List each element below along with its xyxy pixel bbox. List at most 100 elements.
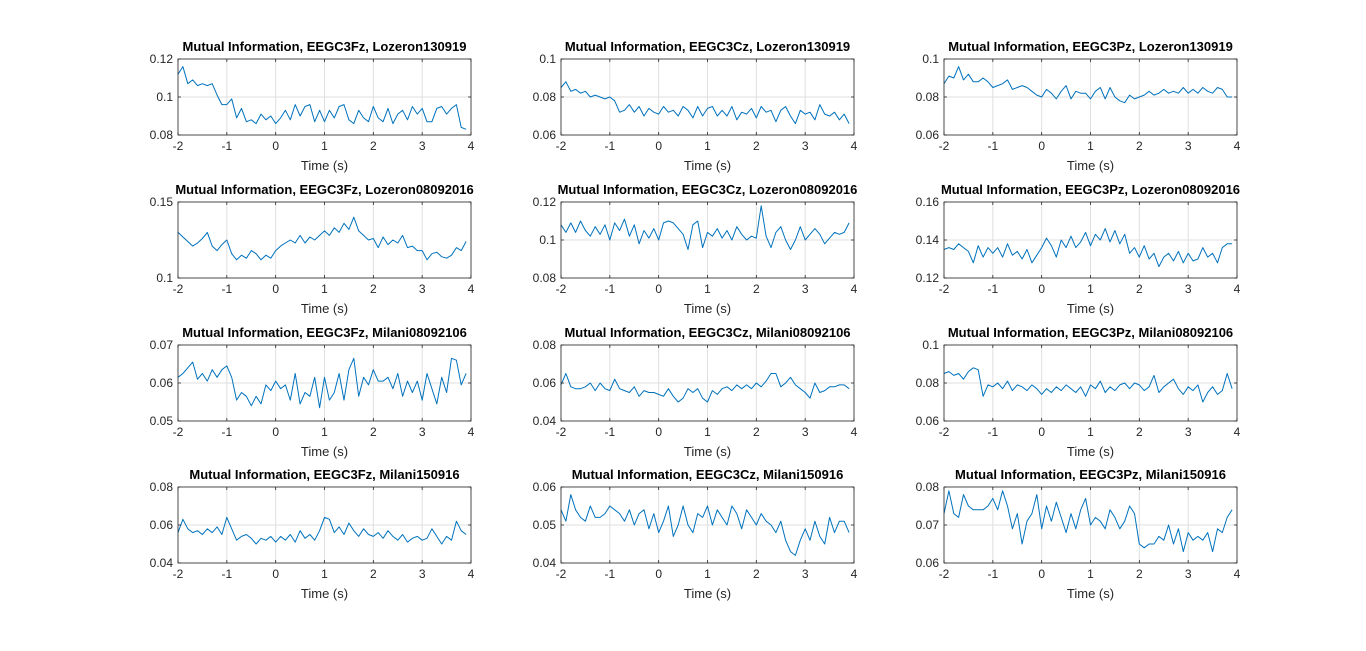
series-line (943, 66, 1233, 104)
subplot: -2 -1 0 1 2 3 4 0.05 0.06 0.07 Time (s) Mutual Info… (150, 325, 475, 459)
subplot: -2 -1 0 1 2 3 4 0.1 0.15 Time (s) Mutual Informati… (150, 182, 475, 316)
series-line (177, 66, 467, 130)
x-axis-label: Time (s) (1067, 444, 1114, 459)
x-tick-label: 0 (272, 139, 279, 153)
x-tick-label: -1 (604, 425, 615, 439)
series-line (560, 373, 850, 403)
x-tick-label: 0 (272, 282, 279, 296)
x-tick-label: 3 (802, 139, 809, 153)
x-tick-label: -1 (221, 139, 232, 153)
x-axis-label: Time (s) (301, 586, 348, 601)
x-tick-label: 2 (1136, 139, 1143, 153)
x-tick-label: 3 (419, 282, 426, 296)
x-tick-label: 3 (802, 567, 809, 581)
y-tick-label: 0.08 (150, 480, 174, 494)
x-tick-label: 1 (704, 282, 711, 296)
x-tick-label: -2 (556, 139, 567, 153)
y-tick-label: 0.06 (150, 518, 174, 532)
x-tick-label: 2 (370, 139, 377, 153)
x-tick-label: -2 (556, 282, 567, 296)
x-tick-label: -1 (987, 567, 998, 581)
x-tick-label: 2 (753, 139, 760, 153)
y-tick-label: 0.06 (916, 414, 940, 428)
y-tick-label: 0.06 (533, 376, 557, 390)
series-line (560, 205, 850, 250)
x-axis-label: Time (s) (1067, 586, 1114, 601)
series-line (943, 490, 1233, 553)
x-tick-label: 4 (1234, 425, 1241, 439)
y-tick-label: 0.12 (916, 271, 940, 285)
x-tick-label: -1 (604, 139, 615, 153)
x-tick-label: 4 (1234, 139, 1241, 153)
x-tick-label: -2 (939, 567, 950, 581)
x-tick-label: 3 (1185, 567, 1192, 581)
x-tick-label: 4 (851, 282, 858, 296)
y-tick-label: 0.12 (533, 195, 557, 209)
x-tick-label: 4 (851, 425, 858, 439)
x-tick-label: 2 (370, 425, 377, 439)
series-line (560, 81, 850, 125)
x-tick-label: -2 (556, 425, 567, 439)
x-tick-label: -2 (939, 282, 950, 296)
x-tick-label: -1 (987, 282, 998, 296)
subplot: -2 -1 0 1 2 3 4 0.04 0.06 0.08 Time (s) Mutual Info… (533, 325, 858, 459)
series-line (177, 216, 467, 261)
x-tick-label: 1 (321, 425, 328, 439)
x-tick-label: 1 (704, 567, 711, 581)
x-axis-label: Time (s) (301, 444, 348, 459)
chart-title: Mutual Information, EEGC3Pz, Lozeron0809… (941, 182, 1240, 197)
chart-title: Mutual Information, EEGC3Fz, Lozeron1309… (183, 39, 467, 54)
y-tick-label: 0.08 (533, 90, 557, 104)
subplot: -2 -1 0 1 2 3 4 0.12 0.14 0.16 Time (s) Mutual Info… (916, 182, 1241, 316)
x-tick-label: 3 (419, 567, 426, 581)
x-tick-label: 1 (1087, 282, 1094, 296)
x-tick-label: -2 (173, 567, 184, 581)
x-tick-label: 3 (419, 425, 426, 439)
x-axis-label: Time (s) (684, 444, 731, 459)
y-tick-label: 0.14 (916, 233, 940, 247)
x-tick-label: 3 (1185, 282, 1192, 296)
x-tick-label: 4 (851, 139, 858, 153)
subplot: -2 -1 0 1 2 3 4 0.08 0.1 0.12 Time (s) Mutual Infor… (533, 182, 858, 316)
x-tick-label: -2 (173, 282, 184, 296)
x-tick-label: 0 (655, 425, 662, 439)
x-tick-label: 0 (655, 567, 662, 581)
x-tick-label: 1 (704, 139, 711, 153)
x-tick-label: 2 (1136, 567, 1143, 581)
y-tick-label: 0.1 (922, 52, 939, 66)
x-tick-label: -1 (604, 567, 615, 581)
chart-title: Mutual Information, EEGC3Pz, Lozeron1309… (948, 39, 1233, 54)
series-line (177, 357, 467, 409)
x-tick-label: 1 (321, 139, 328, 153)
x-tick-label: 3 (802, 425, 809, 439)
x-tick-label: 1 (704, 425, 711, 439)
y-tick-label: 0.06 (533, 128, 557, 142)
x-tick-label: 2 (370, 282, 377, 296)
y-tick-label: 0.08 (150, 128, 174, 142)
x-axis-label: Time (s) (684, 158, 731, 173)
series-line (943, 228, 1233, 268)
x-tick-label: 2 (1136, 425, 1143, 439)
chart-title: Mutual Information, EEGC3Fz, Lozeron0809… (175, 182, 473, 197)
chart-title: Mutual Information, EEGC3Cz, Lozeron1309… (565, 39, 850, 54)
y-tick-label: 0.04 (533, 556, 557, 570)
x-tick-label: 1 (321, 282, 328, 296)
x-axis-label: Time (s) (1067, 158, 1114, 173)
x-tick-label: 4 (468, 567, 475, 581)
x-tick-label: 1 (1087, 567, 1094, 581)
y-tick-label: 0.1 (156, 271, 173, 285)
y-tick-label: 0.06 (150, 376, 174, 390)
x-tick-label: -2 (939, 139, 950, 153)
x-tick-label: -2 (556, 567, 567, 581)
y-tick-label: 0.15 (150, 195, 174, 209)
y-tick-label: 0.1 (539, 233, 556, 247)
y-tick-label: 0.06 (916, 556, 940, 570)
x-tick-label: -2 (939, 425, 950, 439)
chart-title: Mutual Information, EEGC3Pz, Milani08092… (948, 325, 1233, 340)
x-tick-label: 0 (272, 567, 279, 581)
y-tick-label: 0.08 (916, 90, 940, 104)
subplot: -2 -1 0 1 2 3 4 0.04 0.06 0.08 Time (s) Mutual Info… (150, 467, 475, 601)
y-tick-label: 0.1 (539, 52, 556, 66)
y-tick-label: 0.08 (533, 271, 557, 285)
series-line (943, 367, 1233, 403)
